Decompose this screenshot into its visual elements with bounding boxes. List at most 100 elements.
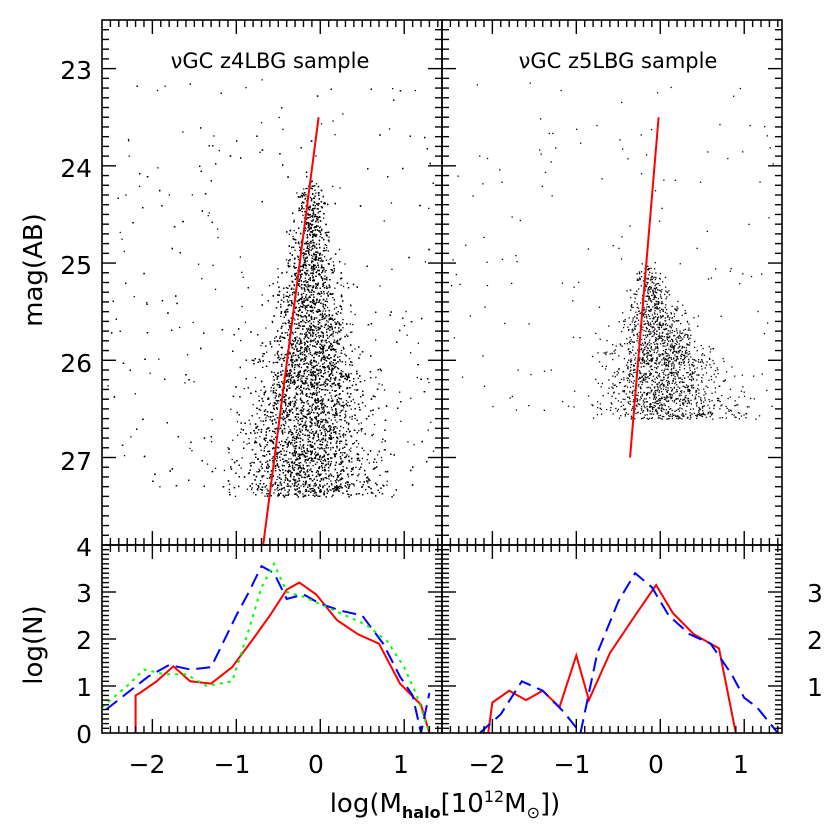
scatter-point	[310, 304, 313, 307]
scatter-point	[312, 321, 315, 323]
scatter-point	[297, 284, 299, 286]
scatter-point	[281, 417, 283, 419]
scatter-point	[279, 459, 282, 461]
scatter-point	[313, 329, 315, 331]
scatter-point	[349, 323, 351, 325]
scatter-point	[264, 409, 267, 411]
scatter-point	[339, 187, 341, 189]
scatter-point	[252, 492, 255, 494]
scatter-point	[299, 466, 301, 468]
scatter-point	[333, 308, 336, 310]
scatter-point	[299, 249, 301, 251]
scatter-point	[369, 479, 371, 482]
scatter-point	[323, 424, 325, 426]
scatter-point	[325, 249, 327, 251]
scatter-point	[323, 470, 326, 472]
scatter-point	[327, 321, 329, 323]
scatter-point	[304, 424, 306, 426]
scatter-point	[270, 386, 272, 389]
scatter-point	[286, 478, 288, 480]
scatter-point	[306, 246, 308, 248]
scatter-point	[297, 292, 299, 294]
scatter-point	[317, 458, 319, 460]
scatter-point	[240, 431, 242, 434]
scatter-point	[306, 382, 308, 384]
scatter-point	[260, 480, 262, 482]
scatter-point	[323, 409, 325, 411]
scatter-point	[263, 447, 266, 449]
scatter-point	[330, 317, 332, 319]
scatter-point	[340, 284, 342, 286]
scatter-point	[343, 433, 345, 435]
scatter-point	[214, 467, 217, 469]
scatter-point	[332, 345, 334, 347]
scatter-point	[242, 276, 244, 278]
scatter-point	[346, 387, 348, 390]
scatter-point	[278, 492, 280, 495]
scatter-point	[280, 484, 282, 486]
scatter-point	[264, 445, 266, 448]
scatter-point	[307, 444, 309, 446]
scatter-point	[278, 381, 280, 384]
scatter-point	[316, 424, 318, 426]
scatter-point	[182, 131, 184, 133]
scatter-point	[360, 430, 363, 432]
scatter-point	[302, 410, 304, 412]
scatter-point	[309, 350, 311, 352]
scatter-point	[317, 202, 320, 205]
scatter-point	[311, 301, 313, 303]
scatter-point	[342, 465, 344, 468]
scatter-point	[361, 463, 363, 465]
scatter-point	[327, 447, 329, 449]
scatter-point	[334, 341, 336, 343]
scatter-point	[310, 384, 312, 386]
scatter-point	[323, 293, 325, 295]
scatter-point	[316, 373, 318, 375]
scatter-point	[342, 346, 344, 348]
scatter-point	[268, 416, 270, 418]
scatter-point	[267, 441, 269, 443]
scatter-point	[314, 485, 316, 487]
scatter-point	[305, 369, 307, 371]
scatter-point	[310, 310, 312, 312]
scatter-point	[323, 326, 326, 328]
scatter-point	[341, 454, 344, 456]
scatter-point	[299, 393, 302, 395]
scatter-point	[354, 389, 356, 391]
scatter-points-z4	[107, 79, 435, 498]
scatter-point	[328, 236, 330, 238]
scatter-point	[325, 350, 327, 352]
scatter-point	[308, 408, 310, 410]
scatter-point	[340, 477, 343, 479]
scatter-point	[285, 404, 287, 407]
scatter-point	[303, 321, 305, 323]
scatter-point	[330, 419, 333, 421]
scatter-point	[310, 374, 312, 376]
scatter-point	[282, 416, 285, 418]
scatter-point	[393, 494, 395, 496]
scatter-point	[243, 388, 245, 390]
scatter-point	[335, 331, 337, 334]
scatter-point	[306, 240, 309, 242]
scatter-point	[297, 465, 299, 467]
scatter-point	[353, 380, 355, 383]
scatter-point	[304, 476, 307, 479]
scatter-point	[206, 463, 209, 465]
scatter-point	[351, 418, 353, 420]
scatter-point	[265, 390, 267, 392]
scatter-point	[304, 257, 306, 259]
scatter-point	[317, 375, 320, 377]
scatter-point	[342, 322, 344, 324]
scatter-point	[309, 469, 311, 471]
scatter-point	[340, 419, 342, 421]
scatter-point	[280, 374, 282, 376]
scatter-point	[286, 332, 288, 334]
scatter-point	[338, 394, 340, 396]
scatter-point	[325, 473, 327, 475]
scatter-point	[301, 410, 303, 412]
scatter-point	[303, 188, 305, 190]
scatter-point	[364, 405, 366, 407]
scatter-point	[309, 441, 312, 443]
scatter-point	[327, 398, 330, 400]
scatter-point	[323, 217, 325, 219]
